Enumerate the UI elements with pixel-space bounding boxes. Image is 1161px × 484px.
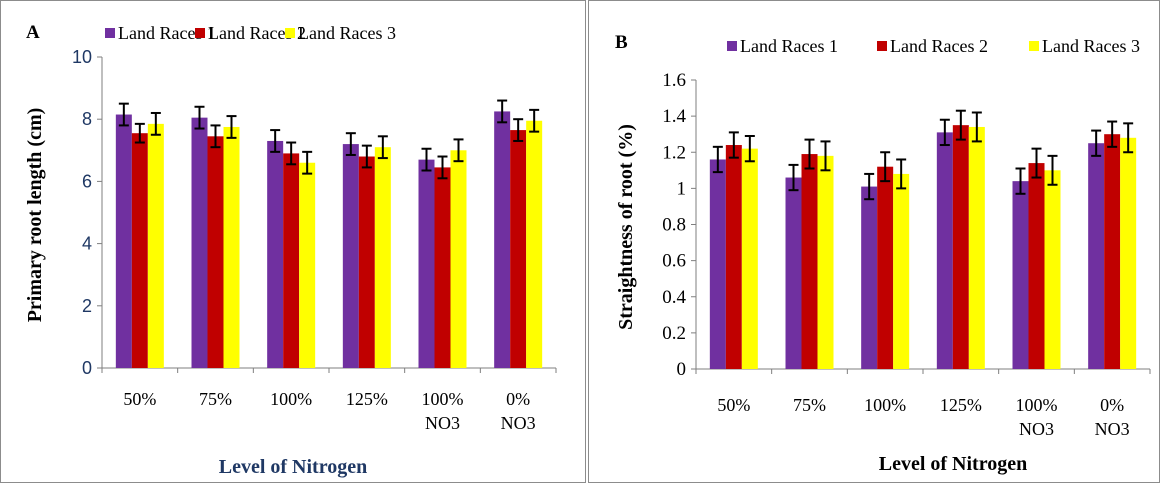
bar	[709, 159, 726, 369]
bar	[877, 166, 894, 369]
legend-label: Land Races 1	[740, 36, 838, 56]
bar	[801, 154, 818, 369]
x-category-label: NO3	[1095, 419, 1130, 439]
bar	[936, 132, 953, 369]
bar	[358, 156, 375, 368]
legend-swatch	[877, 41, 887, 51]
bar	[374, 147, 391, 368]
x-axis-title: Level of Nitrogen	[219, 456, 368, 478]
bar	[434, 167, 451, 368]
bar	[785, 177, 802, 369]
bar	[223, 126, 240, 368]
legend-swatch	[285, 28, 295, 38]
legend-swatch	[195, 28, 205, 38]
bar	[817, 155, 834, 369]
x-category-label: 100%	[270, 389, 312, 409]
y-tick-label: 0	[82, 358, 92, 378]
bar	[725, 145, 742, 369]
chart-b-svg: B Land Races 1 Land Races 2 Land Races 3 0 0.…	[615, 32, 1151, 475]
bar	[952, 125, 969, 369]
x-axis-title: Level of Nitrogen	[879, 453, 1028, 475]
bar	[147, 123, 164, 369]
x-category-label: 75%	[793, 395, 826, 415]
x-category-label: NO3	[1019, 419, 1054, 439]
x-category-label: 50%	[717, 395, 750, 415]
bar	[342, 144, 359, 368]
y-tick-label: 1.6	[662, 70, 686, 91]
bar	[283, 153, 300, 368]
x-category-label: 0%	[506, 389, 530, 409]
bar	[510, 130, 527, 368]
legend-label: Land Races 3	[298, 23, 396, 43]
bar	[741, 148, 758, 369]
y-tick-label: 1	[677, 178, 687, 199]
bar	[131, 133, 148, 368]
bar	[1044, 170, 1061, 369]
y-tick-label: 0.4	[662, 287, 686, 308]
y-tick-label: 0	[677, 359, 687, 380]
bar	[418, 159, 435, 368]
bar	[968, 126, 985, 370]
bar	[450, 150, 467, 368]
legend-label: Land Races 3	[1042, 36, 1140, 56]
y-tick-label: 6	[82, 171, 92, 191]
legend-swatch	[727, 41, 737, 51]
bar	[1088, 143, 1105, 369]
y-tick-label: 8	[82, 109, 92, 129]
y-tick-label: 1.2	[662, 142, 686, 163]
bar	[115, 114, 132, 368]
bar	[1012, 181, 1029, 369]
y-tick-label: 2	[82, 296, 92, 316]
x-category-label: 125%	[346, 389, 388, 409]
x-category-label: 50%	[123, 389, 156, 409]
y-tick-label: 4	[82, 234, 92, 254]
legend-swatch	[105, 28, 115, 38]
bar	[1104, 134, 1121, 369]
bar	[207, 136, 224, 368]
legend-label: Land Races 2	[208, 23, 306, 43]
y-tick-label: 1.4	[662, 106, 686, 127]
x-category-label: 100%	[422, 389, 464, 409]
y-axis-title: Primary root length (cm)	[24, 108, 46, 323]
bar	[267, 140, 284, 368]
x-category-label: 100%	[1016, 395, 1058, 415]
bar	[1028, 163, 1045, 369]
y-axis-title: Straightness of root (%)	[615, 124, 637, 330]
bar	[1120, 137, 1137, 369]
x-category-label: 100%	[864, 395, 906, 415]
y-tick-label: 0.2	[662, 323, 686, 344]
x-category-label: NO3	[501, 413, 536, 433]
x-category-label: 75%	[199, 389, 232, 409]
legend-label: Land Races 2	[890, 36, 988, 56]
x-category-label: 0%	[1100, 395, 1124, 415]
legend-swatch	[1029, 41, 1039, 51]
y-tick-label: 0.8	[662, 215, 686, 236]
chart-panel-b: B Land Races 1 Land Races 2 Land Races 3 0 0.…	[588, 0, 1160, 483]
bar	[861, 186, 878, 369]
y-tick-label: 10	[72, 47, 92, 67]
chart-panel-a: A Land Races 1 Land Races 2 Land Races 3 0 2 4…	[0, 0, 586, 483]
x-category-label: NO3	[425, 413, 460, 433]
legend-label: Land Races 1	[118, 23, 216, 43]
panel-label: A	[26, 22, 40, 43]
bar	[191, 117, 208, 369]
bar	[299, 162, 316, 368]
bar	[893, 173, 910, 369]
panel-label: B	[615, 32, 628, 53]
x-category-label: 125%	[940, 395, 982, 415]
y-tick-label: 0.6	[662, 251, 686, 272]
bar	[526, 120, 543, 368]
bar	[494, 111, 511, 369]
